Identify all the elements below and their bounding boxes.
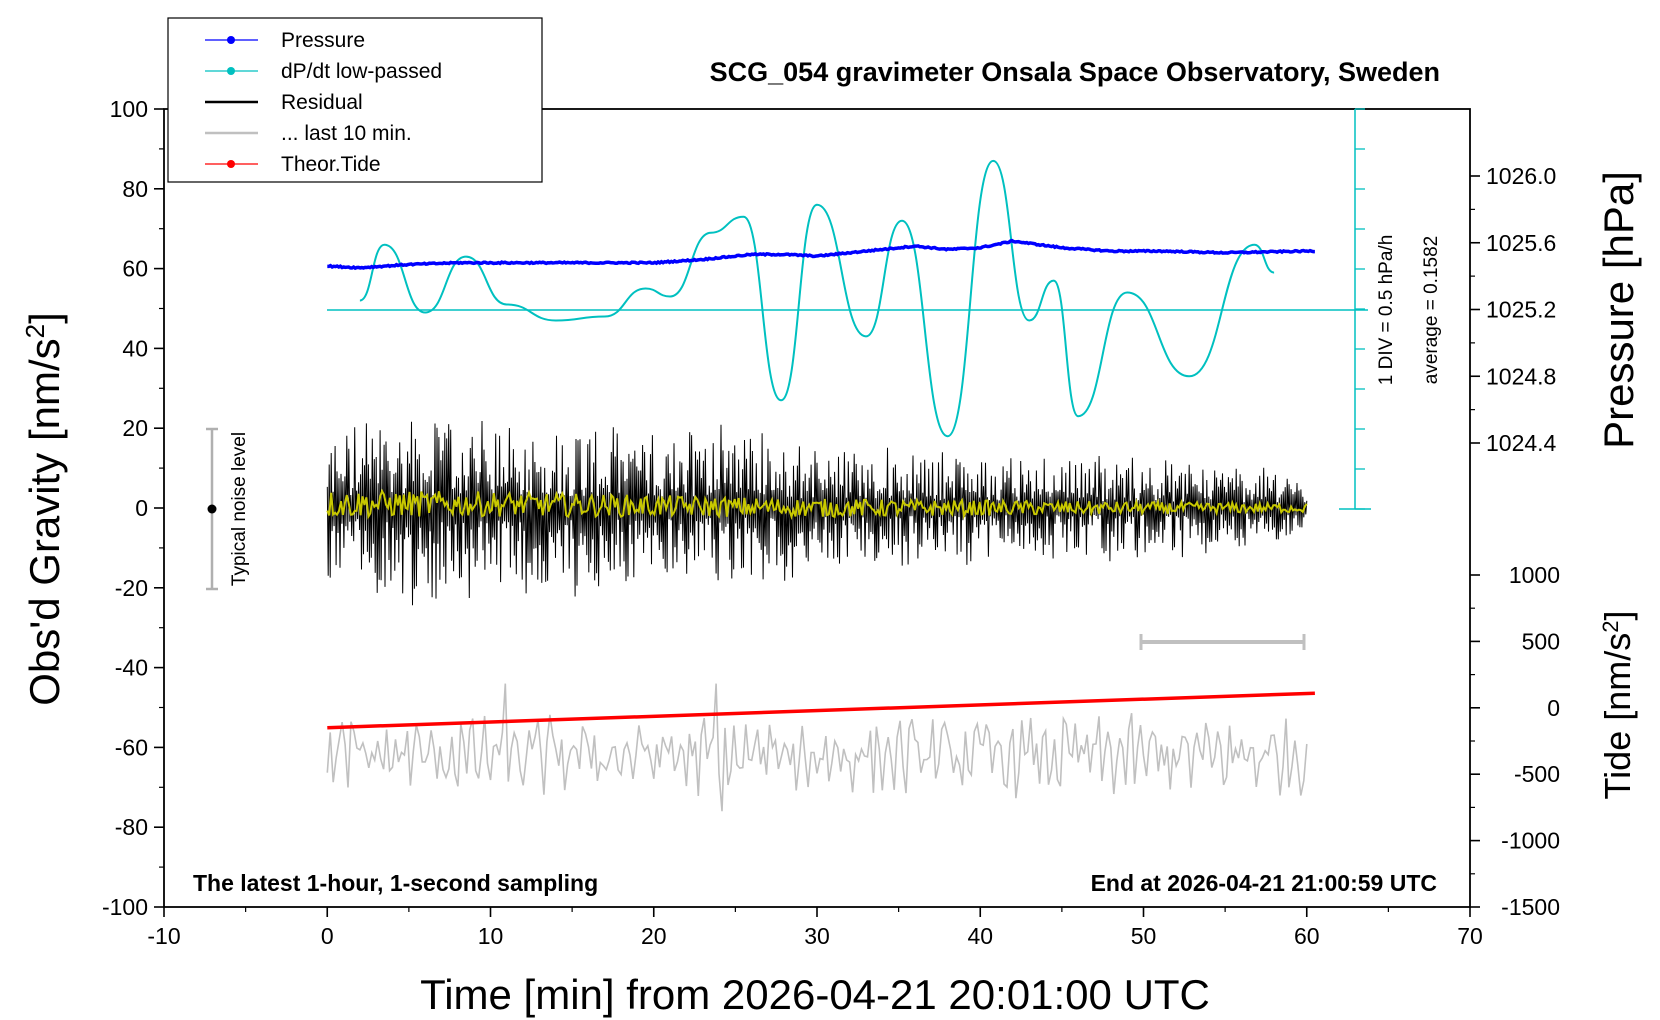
y-left-tick-label: -20: [115, 575, 148, 601]
y-right-pressure-ticks: 1024.4 1024.8 1025.2 1025.6 1026.0: [1470, 163, 1557, 456]
y-left-tick-label: 60: [122, 256, 148, 282]
tide-tick-label: -1000: [1501, 828, 1560, 854]
residual-smoothed-line: [326, 488, 1308, 521]
tide-tick-label: 1000: [1509, 562, 1560, 588]
tide-tick-label: -1500: [1501, 894, 1560, 920]
y-left-tick-label: 80: [122, 176, 148, 202]
div-label: 1 DIV = 0.5 hPa/h: [1376, 235, 1397, 386]
legend-entry: Pressure: [205, 29, 365, 52]
pressure-tick-label: 1025.6: [1486, 230, 1556, 256]
legend: Pressure dP/dt low-passed Residual ... last…: [167, 17, 543, 183]
pressure-tick-label: 1024.4: [1486, 430, 1557, 456]
y-left-tick-label: 40: [122, 335, 148, 361]
legend-label: Residual: [281, 91, 363, 114]
pressure-line: [327, 238, 1315, 271]
tide-tick-label: -500: [1514, 761, 1560, 787]
footer-left: The latest 1-hour, 1-second sampling: [193, 870, 598, 896]
legend-entry: dP/dt low-passed: [205, 60, 442, 83]
y-left-tick-label: -40: [115, 655, 148, 681]
theor-tide-series: [327, 691, 1315, 730]
legend-marker: [227, 36, 235, 44]
x-tick-label: 60: [1294, 923, 1320, 949]
residual-series: [326, 420, 1308, 606]
y-left-tick-label: 0: [135, 495, 148, 521]
legend-box: [167, 17, 543, 183]
legend-entry: Residual: [205, 91, 363, 114]
tide-tick-label: 0: [1547, 695, 1560, 721]
x-tick-label: 10: [478, 923, 504, 949]
legend-marker: [227, 160, 235, 168]
y-left-tick-label: 20: [122, 415, 148, 441]
x-tick-label: 50: [1131, 923, 1157, 949]
dpdt-line: [359, 159, 1275, 438]
legend-label: ... last 10 min.: [281, 122, 412, 145]
x-tick-label: -10: [147, 923, 180, 949]
x-tick-label: 20: [641, 923, 667, 949]
x-axis-label: Time [min] from 2026-04-21 20:01:00 UTC: [420, 971, 1210, 1018]
tide-tick-label: 500: [1522, 628, 1560, 654]
ten-minute-segment: [1139, 634, 1306, 650]
chart-title: SCG_054 gravimeter Onsala Space Observat…: [710, 57, 1440, 87]
y-left-tick-label: -100: [102, 894, 148, 920]
legend-entry: Theor.Tide: [205, 153, 381, 176]
theor-tide-line: [327, 691, 1315, 730]
y-right-pressure-label: Pressure [hPa]: [1595, 171, 1642, 449]
pressure-tick-label: 1024.8: [1486, 363, 1556, 389]
x-axis-ticks: -10 0 10 20 30 40 50 60 70: [147, 907, 1483, 949]
y-left-axis-label: Obs'd Gravity [nm/s2]: [20, 312, 68, 706]
legend-label: dP/dt low-passed: [281, 60, 442, 83]
footer-right: End at 2026-04-21 21:00:59 UTC: [1091, 870, 1437, 896]
average-label: average = 0.1582: [1421, 236, 1442, 384]
x-tick-label: 70: [1457, 923, 1483, 949]
pressure-tick-label: 1025.2: [1486, 297, 1556, 323]
noise-level-bar: [206, 427, 218, 591]
pressure-series: [327, 238, 1315, 271]
x-tick-label: 30: [804, 923, 830, 949]
dpdt-series: [359, 159, 1275, 438]
legend-entry: ... last 10 min.: [205, 122, 412, 145]
legend-marker: [227, 67, 235, 75]
x-tick-label: 0: [321, 923, 334, 949]
x-tick-label: 40: [967, 923, 993, 949]
y-left-tick-label: -60: [115, 734, 148, 760]
y-left-tick-label: 100: [110, 96, 148, 122]
noise-level-dot: [207, 504, 217, 514]
dpdt-div-scale: [1339, 108, 1371, 510]
pressure-tick-label: 1026.0: [1486, 163, 1556, 189]
legend-label: Theor.Tide: [281, 153, 381, 176]
y-left-axis-ticks: -100 -80 -60 -40 -20 0 20 40 60 80 100: [102, 96, 164, 920]
noise-label: Typical noise level: [229, 432, 250, 586]
residual-line: [326, 420, 1308, 606]
last-10-min-series: [326, 683, 1308, 812]
last-10-min-line: [326, 683, 1308, 812]
legend-label: Pressure: [281, 29, 365, 52]
y-right-tide-label: Tide [nm/s2]: [1597, 611, 1638, 800]
residual-smoothed-series: [326, 488, 1308, 521]
y-left-tick-label: -80: [115, 814, 148, 840]
y-right-tide-ticks: -1500 -1000 -500 0 500 1000: [1470, 562, 1560, 920]
